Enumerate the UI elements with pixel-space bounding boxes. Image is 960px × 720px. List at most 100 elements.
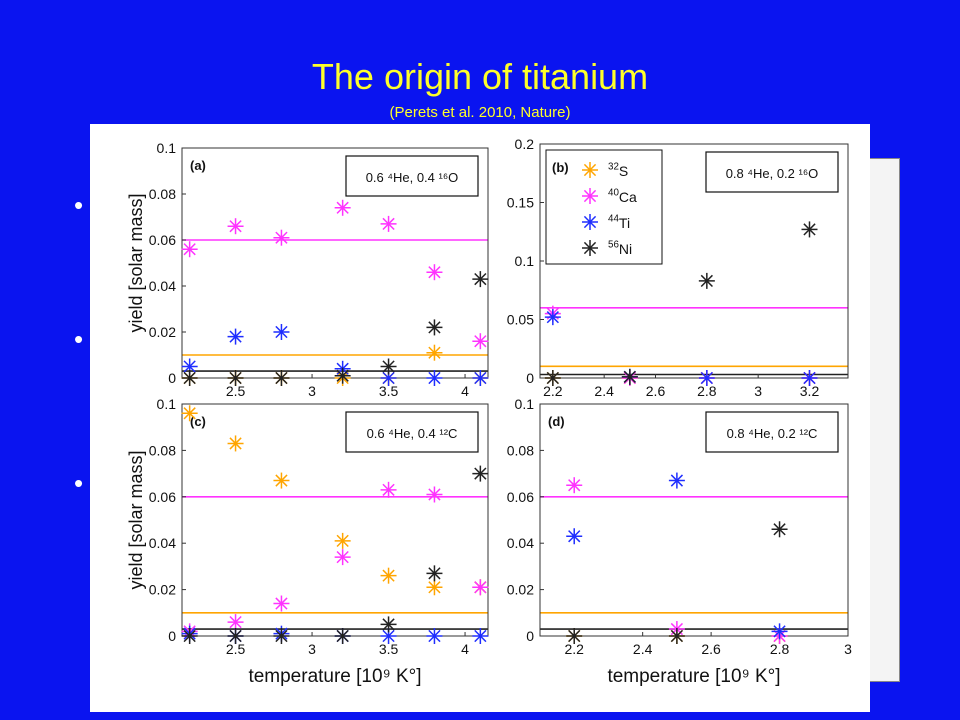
legend-marker-Ni56 [582, 240, 598, 256]
y-tick-label: 0.1 [157, 396, 177, 412]
data-point-Ca40 [334, 199, 351, 216]
y-tick-label: 0.1 [157, 140, 177, 156]
data-point-Ca40 [227, 614, 244, 631]
y-tick-label: 0.08 [507, 442, 534, 458]
data-point-Ca40 [426, 264, 443, 281]
legend-label-S32: 32S [608, 162, 628, 179]
data-point-Ni56 [227, 628, 244, 644]
legend-marker-Ti44 [582, 214, 598, 230]
x-tick-label: 3 [754, 383, 762, 399]
data-point-Ca40 [566, 477, 583, 494]
y-tick-label: 0.1 [515, 253, 535, 269]
data-point-Ni56 [181, 370, 198, 386]
data-point-Ni56 [801, 221, 818, 238]
data-point-Ti44 [801, 370, 818, 386]
data-point-Ni56 [380, 616, 397, 633]
data-point-Ca40 [273, 595, 290, 612]
composition-box [345, 155, 479, 197]
data-point-Ti44 [426, 628, 443, 644]
data-point-Ti44 [544, 309, 561, 326]
data-point-S32 [380, 567, 397, 584]
x-tick-label: 3.5 [379, 641, 399, 657]
data-point-Ti44 [472, 628, 489, 644]
composition-label: 0.6 ⁴He, 0.4 ¹²C [367, 426, 458, 441]
panel-d: 0 0.02 0.04 0.06 0.08 0.1 2.2 2.4 2.6 2.8 3 tempera… [507, 396, 852, 687]
panel-c: 0 0.02 0.04 0.06 0.08 0.1 2.5 3 3.5 4 yield [solar… [126, 396, 489, 687]
x-tick-label: 3 [844, 641, 852, 657]
data-point-Ti44 [668, 472, 685, 489]
data-point-Ni56 [334, 628, 351, 644]
data-point-S32 [181, 405, 198, 422]
y-tick-label: 0.06 [149, 232, 176, 248]
y-tick-label: 0.06 [149, 489, 176, 505]
bullet-marker-3: • [74, 468, 84, 498]
legend-label-Ca40: 40Ca [608, 188, 637, 205]
legend: (b) 32S 40Ca 44Ti 56Ni [545, 149, 663, 265]
x-tick-label: 2.8 [697, 383, 717, 399]
y-tick-label: 0.04 [149, 278, 176, 294]
data-point-Ni56 [181, 628, 198, 644]
x-tick-label: 2.4 [633, 641, 653, 657]
legend-marker-S32 [582, 162, 598, 178]
y-tick-label: 0.08 [149, 186, 176, 202]
panel-b: 0 0.05 0.1 0.15 0.2 2.2 2.4 2.6 2.8 3 3.2 (b) 0.8 ⁴H… [507, 136, 849, 399]
x-axis-label: temperature [10⁹ K°] [248, 666, 421, 687]
data-point-Ti44 [227, 328, 244, 345]
legend-box [545, 149, 663, 265]
data-point-Ca40 [273, 229, 290, 246]
composition-label: 0.6 ⁴He, 0.4 ¹⁶O [366, 170, 459, 185]
x-tick-label: 2.4 [594, 383, 614, 399]
composition-label: 0.8 ⁴He, 0.2 ¹⁶O [726, 166, 819, 181]
data-point-Ni56 [273, 628, 290, 644]
data-point-Ca40 [227, 218, 244, 235]
y-tick-label: 0.05 [507, 312, 534, 328]
x-tick-label: 3 [308, 641, 316, 657]
composition-label: 0.8 ⁴He, 0.2 ¹²C [727, 426, 818, 441]
y-tick-label: 0.15 [507, 195, 534, 211]
x-tick-label: 2.5 [226, 383, 246, 399]
bullet-marker-2: • [74, 324, 84, 354]
x-tick-label: 2.5 [226, 641, 246, 657]
panel-label: (a) [190, 158, 206, 173]
data-point-Ni56 [771, 521, 788, 538]
x-tick-label: 2.2 [543, 383, 563, 399]
x-tick-label: 3 [308, 383, 316, 399]
y-tick-label: 0.2 [515, 136, 535, 152]
data-point-Ca40 [426, 486, 443, 503]
data-point-Ni56 [668, 628, 685, 644]
y-tick-label: 0.02 [149, 582, 176, 598]
panel-label: (d) [548, 414, 565, 429]
x-tick-label: 4 [461, 383, 469, 399]
y-axis-label: yield [solar mass] [126, 450, 146, 589]
data-point-Ca40 [472, 579, 489, 596]
figure-panel: 0 0.02 0.04 0.06 0.08 0.1 2.5 3 3.5 4 yield [solar… [90, 124, 870, 712]
data-point-Ti44 [426, 370, 443, 386]
composition-box [705, 151, 839, 193]
y-axis-label: yield [solar mass] [126, 193, 146, 332]
bullet-marker-1: • [74, 190, 84, 220]
data-point-Ni56 [472, 271, 489, 288]
data-point-Ca40 [380, 481, 397, 498]
x-tick-label: 2.6 [701, 641, 721, 657]
y-tick-label: 0.06 [507, 489, 534, 505]
composition-box [705, 411, 839, 453]
legend-label-Ni56: 56Ni [608, 240, 632, 257]
x-tick-label: 3.2 [800, 383, 820, 399]
y-tick-label: 0.02 [507, 582, 534, 598]
data-point-Ti44 [566, 528, 583, 545]
data-point-Ti44 [698, 370, 715, 386]
data-point-Ni56 [426, 319, 443, 336]
y-tick-label: 0 [526, 370, 534, 386]
data-point-S32 [334, 532, 351, 549]
results-figure: 0 0.02 0.04 0.06 0.08 0.1 2.5 3 3.5 4 yield [solar… [126, 136, 852, 687]
panel-a: 0 0.02 0.04 0.06 0.08 0.1 2.5 3 3.5 4 yield [solar… [126, 140, 489, 399]
data-point-Ni56 [621, 368, 638, 385]
data-point-Ni56 [334, 367, 351, 384]
data-point-S32 [426, 344, 443, 361]
slide-subtitle: (Perets et al. 2010, Nature) [389, 104, 571, 121]
y-tick-label: 0 [526, 628, 534, 644]
data-point-Ca40 [380, 215, 397, 232]
data-point-S32 [426, 579, 443, 596]
data-point-Ca40 [472, 333, 489, 350]
panel-label: (b) [552, 160, 569, 175]
